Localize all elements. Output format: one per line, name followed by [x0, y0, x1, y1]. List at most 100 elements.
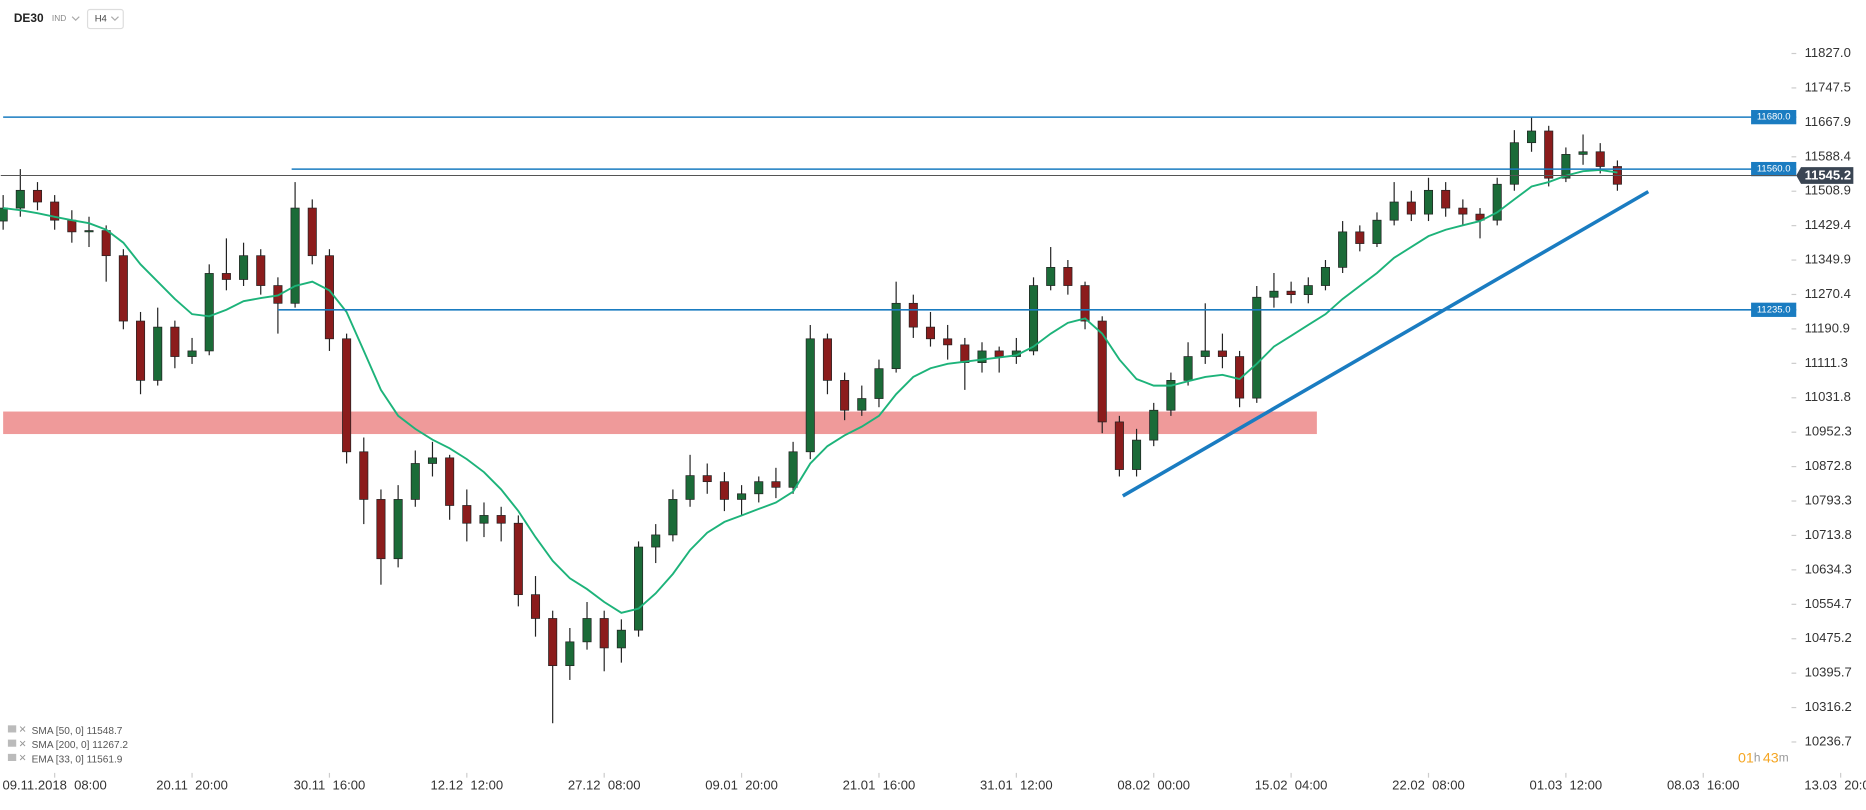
y-tick-label: 10872.8 — [1805, 458, 1852, 473]
countdown-unit: m — [1779, 751, 1789, 765]
indicator-icon[interactable] — [7, 753, 17, 762]
y-tick-label: 10634.3 — [1805, 561, 1852, 576]
candle-body — [530, 594, 541, 619]
candle-body — [1338, 231, 1348, 268]
candle-body — [0, 207, 8, 222]
countdown-unit: h — [1754, 751, 1761, 765]
y-tick-label: 11747.5 — [1805, 79, 1851, 94]
timeframe[interactable]: H4 — [95, 14, 107, 25]
x-tick-label: 21.01 16:00 — [843, 777, 916, 792]
candle-body — [118, 255, 128, 322]
candle-body — [668, 499, 678, 536]
candle-body — [15, 189, 25, 209]
candle-body — [805, 338, 815, 453]
x-tick-label: 01.03 12:00 — [1530, 777, 1603, 792]
candle-body — [1114, 421, 1124, 470]
candle-body — [1389, 201, 1399, 221]
candle-body — [925, 326, 936, 340]
remove-icon[interactable]: ✕ — [19, 739, 27, 750]
candle-body — [754, 481, 764, 495]
y-tick-label: 10236.7 — [1805, 733, 1852, 748]
remove-icon[interactable]: ✕ — [19, 753, 27, 764]
candle-body — [376, 499, 386, 560]
candle-body — [67, 219, 77, 233]
candle-body — [634, 546, 644, 631]
candle-body — [1458, 207, 1468, 215]
candle-body — [1269, 290, 1279, 298]
candle-body — [822, 338, 832, 381]
candle-body — [840, 380, 850, 411]
candle-body — [1527, 130, 1537, 144]
candle-body — [616, 629, 626, 649]
price-label-box — [1796, 167, 1854, 184]
candle-body — [1166, 380, 1176, 411]
x-tick-label: 15.02 04:00 — [1255, 777, 1328, 792]
candle-body — [977, 350, 987, 363]
candle-body — [1406, 201, 1416, 215]
remove-icon[interactable]: ✕ — [19, 725, 27, 736]
candle-body — [1423, 189, 1434, 215]
y-tick-label: 11667.9 — [1805, 114, 1851, 129]
candle-body — [1544, 130, 1554, 179]
candle-body — [1132, 439, 1142, 470]
candle-body — [1029, 285, 1039, 352]
candle-body — [548, 618, 558, 667]
candle-body — [50, 201, 60, 221]
candle-body — [1252, 296, 1262, 399]
y-tick-label: 10316.2 — [1805, 699, 1852, 714]
y-tick-label: 11190.9 — [1805, 320, 1850, 335]
x-tick-label: 27.12 08:00 — [568, 777, 641, 792]
dropdown-icon[interactable] — [110, 16, 119, 22]
candle-body — [1286, 290, 1296, 296]
y-tick-label: 10793.3 — [1805, 492, 1852, 507]
y-tick-label: 11429.4 — [1805, 217, 1851, 232]
candle-body — [1217, 350, 1227, 357]
y-tick-label: 11111.3 — [1805, 355, 1848, 370]
indicator-icon[interactable] — [7, 725, 17, 733]
candle-body — [239, 255, 249, 280]
candle-body — [599, 618, 609, 649]
level-label-box — [1751, 302, 1797, 317]
candle-body — [307, 207, 317, 257]
x-tick-label: 30.11 16:00 — [294, 777, 366, 792]
indicator-label: EMA [33, 0] 11561.9 — [32, 754, 123, 765]
candle-body — [256, 255, 266, 286]
indicator-icon[interactable] — [7, 739, 17, 747]
level-label: 11680.0 — [1757, 112, 1791, 123]
candle-body — [1355, 231, 1365, 244]
candle-body — [445, 457, 455, 506]
candle-body — [565, 641, 575, 667]
x-tick-label: 12.12 12:00 — [430, 777, 503, 792]
candle-body — [737, 493, 747, 500]
candle-body — [462, 505, 472, 524]
level-label-box — [1751, 110, 1797, 125]
candle-body — [1561, 154, 1571, 179]
x-tick-label: 13.03 20:00 — [1804, 777, 1866, 792]
candle-body — [908, 302, 918, 328]
y-tick-label: 10713.8 — [1805, 527, 1852, 542]
candle-body — [32, 189, 43, 203]
candle-body — [1509, 142, 1519, 185]
y-tick-label: 11270.4 — [1805, 286, 1851, 301]
y-tick-label: 11508.9 — [1805, 183, 1851, 198]
countdown-minutes: 43 — [1763, 750, 1779, 766]
x-tick-label: 22.02 08:00 — [1392, 777, 1465, 792]
candle-body — [582, 618, 592, 643]
y-tick-label: 11031.8 — [1805, 389, 1851, 404]
y-tick-label: 11827.0 — [1805, 45, 1851, 60]
x-tick-label: 09.11.2018 08:00 — [2, 777, 106, 792]
plot — [0, 117, 1650, 724]
candle-body — [857, 398, 867, 411]
candle-body — [1492, 183, 1502, 221]
y-tick-label: 10952.3 — [1805, 424, 1852, 439]
candle-body — [427, 457, 437, 464]
dropdown-icon[interactable] — [71, 16, 80, 22]
level-label: 11560.0 — [1757, 164, 1791, 175]
candle-body — [479, 515, 489, 524]
timeframe-button[interactable] — [86, 8, 124, 30]
candle-body — [513, 522, 523, 596]
candle-body — [1063, 267, 1073, 286]
moving-average — [3, 168, 1618, 614]
candle-body — [1372, 219, 1382, 244]
